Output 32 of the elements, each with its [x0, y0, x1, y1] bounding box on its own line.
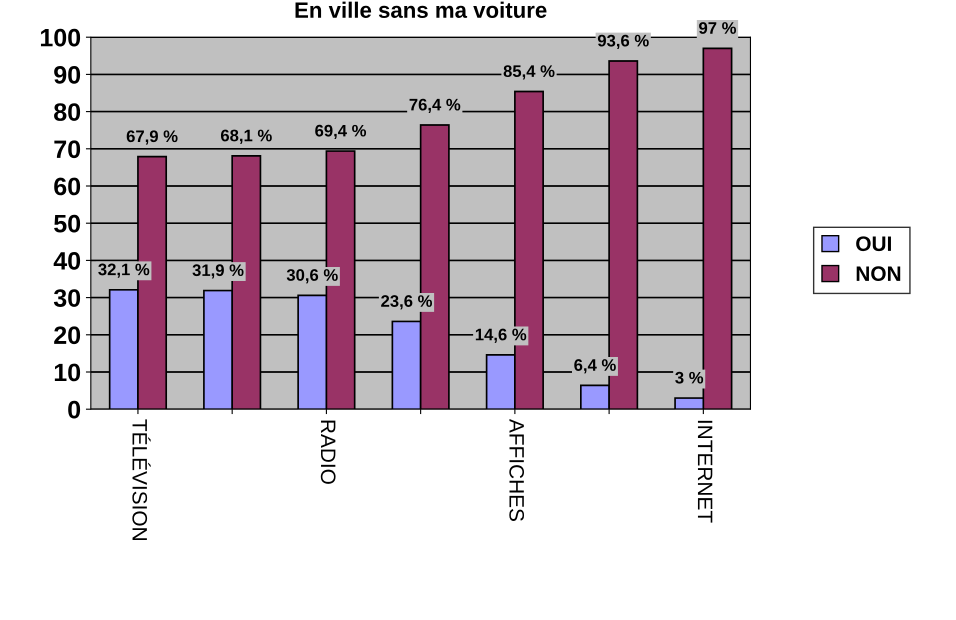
y-tick-label: 90: [54, 66, 80, 84]
legend-label: NON: [856, 266, 900, 282]
x-tick-label: RADIO: [320, 420, 336, 484]
y-tick-label: 10: [54, 364, 80, 382]
x-tick-label: TÉLÉVISION: [132, 419, 151, 540]
data-label: 31,9 %: [192, 264, 244, 278]
data-label: 14,6 %: [476, 328, 526, 343]
chart-title: En ville sans ma voiture: [296, 2, 546, 18]
data-label: 67,9 %: [126, 130, 178, 145]
x-tick-label: INTERNET: [698, 420, 712, 523]
data-label: 97 %: [699, 22, 736, 34]
y-tick-label: 60: [54, 178, 80, 196]
data-label: 6,4 %: [574, 359, 616, 374]
data-label: 76,4 %: [410, 98, 460, 113]
data-label: 23,6 %: [381, 295, 432, 310]
data-label: 68,1 %: [220, 130, 272, 144]
data-label: 32,1 %: [98, 264, 150, 278]
data-label: 85,4 %: [504, 65, 555, 80]
y-tick-label: 50: [54, 214, 80, 233]
data-label: 69,4 %: [315, 124, 366, 139]
y-tick-label: 80: [54, 103, 80, 121]
y-tick-label: 20: [54, 326, 80, 344]
data-label: 30,6 %: [286, 269, 338, 284]
y-tick-label: 30: [54, 289, 80, 307]
y-tick-label: 70: [54, 140, 80, 158]
x-tick-label: AFFICHES: [509, 418, 524, 521]
y-tick-label: 0: [68, 400, 80, 419]
legend-label: OUI: [856, 236, 891, 252]
data-label: 3 %: [675, 372, 704, 384]
data-label: 93,6 %: [598, 34, 649, 49]
y-tick-label: 100: [40, 28, 80, 47]
y-tick-label: 40: [54, 252, 80, 270]
